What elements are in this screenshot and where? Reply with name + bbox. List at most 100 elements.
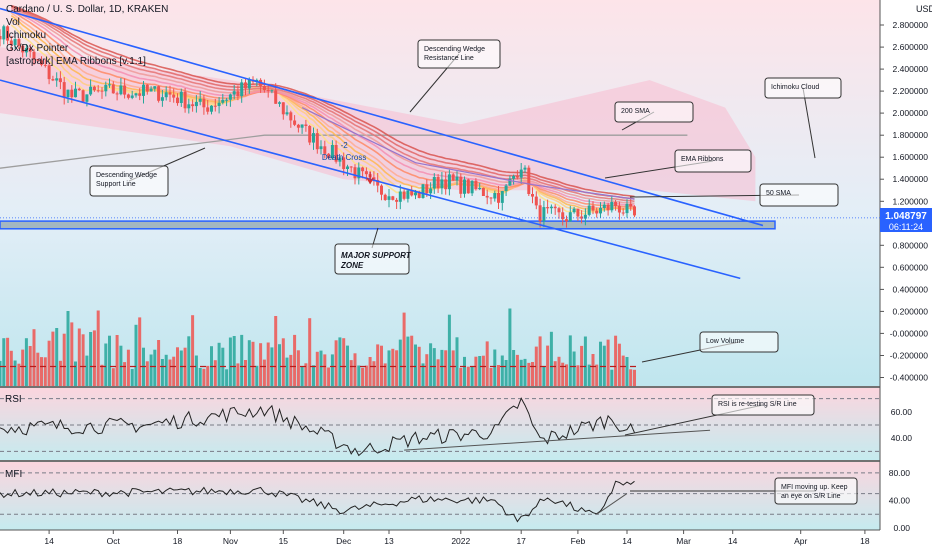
support-zone-layer [0, 220, 776, 230]
major-support-box[interactable] [334, 243, 410, 275]
resistance-note-box[interactable] [417, 39, 501, 69]
volume-bar [293, 334, 297, 386]
volume-bar [85, 355, 89, 386]
candle-body [149, 88, 153, 92]
candle-body [466, 179, 470, 194]
time-tick-label: Apr [794, 536, 807, 546]
volume-bar [425, 354, 429, 386]
volume-bar [489, 368, 493, 386]
volume-bar [323, 354, 327, 386]
candle-body [130, 95, 134, 98]
candle-body [610, 202, 614, 211]
candle-body [357, 167, 361, 179]
candle-body [395, 199, 399, 202]
volume-bar [259, 343, 263, 386]
price-tick-label: 0.200000 [893, 306, 929, 316]
time-tick-label: Dec [336, 536, 352, 546]
legend-indicator-vol[interactable]: Vol [6, 17, 20, 28]
ema-ribbons-note-box[interactable] [674, 149, 752, 173]
volume-bar [474, 356, 478, 386]
volume-bar [251, 341, 255, 386]
price-tick-label: -0.200000 [890, 351, 929, 361]
candle-body [58, 78, 62, 83]
price-tick-label: 1.800000 [893, 130, 929, 140]
legend-title[interactable]: Cardano / U. S. Dollar, 1D, KRAKEN [6, 4, 168, 15]
volume-bar [134, 324, 138, 386]
volume-bar [9, 350, 13, 386]
candle-body [119, 85, 123, 95]
volume-bar [534, 346, 538, 386]
candle-body [62, 82, 66, 98]
support-line-note-box[interactable] [89, 165, 169, 197]
candle-body [281, 102, 285, 115]
volume-bar [300, 366, 304, 386]
legend-indicator-ichimoku[interactable]: Ichimoku [6, 30, 46, 41]
support-line-note-text: Descending Wedge [96, 172, 157, 179]
volume-bar [157, 340, 161, 386]
major-support-zone [0, 220, 776, 230]
volume-bar [274, 316, 278, 386]
volume-bar [285, 357, 289, 386]
mfi-note-text: MFI moving up. Keep [781, 484, 848, 491]
candle-body [508, 178, 512, 186]
annotations-layer: Descending Wedge Resistance Line Descendin… [89, 39, 858, 505]
rsi-note-box[interactable] [711, 394, 815, 416]
candle-body [580, 216, 584, 219]
volume-bar [576, 365, 580, 386]
price-tick-label: 0.800000 [893, 240, 929, 250]
chart-legend: Cardano / U. S. Dollar, 1D, KRAKEN Vol I… [6, 4, 168, 67]
candle-body [425, 184, 429, 194]
ichimoku-note-box[interactable] [764, 77, 842, 99]
volume-layer [0, 308, 640, 386]
volume-bar [308, 318, 312, 386]
candle-body [534, 196, 538, 206]
legend-indicator-ema-ribbons[interactable]: [astropark] EMA Ribbons [v.1.1] [6, 56, 146, 67]
candle-body [576, 208, 580, 217]
volume-bar [395, 350, 399, 386]
volume-bar [380, 345, 383, 386]
low-volume-note-box[interactable] [699, 331, 779, 353]
candle-body [164, 92, 168, 98]
volume-bar [583, 336, 587, 386]
sma50-note-box[interactable] [759, 183, 839, 207]
volume-bar [629, 369, 633, 386]
volume-bar [62, 333, 66, 386]
low-volume-note-text: Low Volume [706, 338, 744, 345]
volume-bar [466, 366, 470, 386]
candle-body [549, 206, 553, 209]
candle-body [100, 90, 104, 92]
candle-body [447, 174, 451, 190]
mfi-note-box[interactable] [774, 477, 858, 505]
volume-bar [198, 368, 202, 386]
candle-body [323, 146, 327, 154]
last-price-badge: 1.048797 06:11:24 [880, 208, 932, 232]
volume-bar [361, 367, 365, 386]
candle-body [557, 208, 561, 213]
volume-bar [77, 328, 81, 386]
candle-body [489, 197, 493, 199]
candle-body [602, 204, 606, 208]
volume-bar [444, 350, 448, 386]
volume-bar [176, 347, 179, 386]
candle-body [108, 84, 111, 86]
price-axis-unit: USD [916, 4, 932, 14]
candle-body [414, 192, 417, 196]
volume-bar [463, 356, 466, 386]
volume-bar [304, 363, 308, 386]
candle-body [293, 120, 297, 125]
legend-indicator-gxdx[interactable]: Gx/Dx Pointer [6, 43, 69, 54]
candle-body [296, 124, 300, 128]
volume-bar [187, 336, 191, 386]
volume-bar [111, 368, 115, 386]
candle-body [391, 196, 395, 200]
volume-bar [633, 369, 636, 386]
time-tick-label: 18 [860, 536, 870, 546]
sma200-note-box[interactable] [614, 101, 694, 123]
last-price-value: 1.048797 [885, 211, 927, 222]
candle-body [572, 208, 576, 213]
price-tick-label: 2.400000 [893, 64, 929, 74]
candle-body [81, 90, 85, 102]
candle-body [614, 202, 618, 206]
ichimoku-note-text: Ichimoku Cloud [771, 84, 819, 91]
